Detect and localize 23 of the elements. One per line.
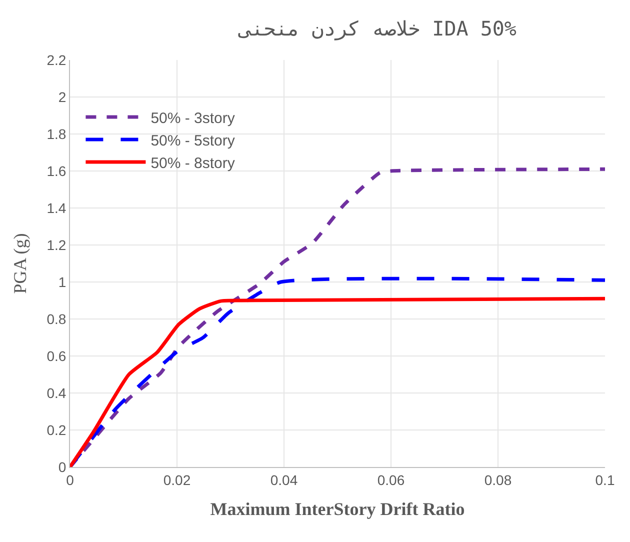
y-tick-label: 0.6 — [46, 348, 66, 364]
y-tick-label: 1.4 — [46, 200, 66, 216]
chart-title: خلاصه کردن منحنی IDA 50% — [238, 16, 516, 41]
x-tick-label: 0.08 — [484, 472, 512, 488]
legend-label: 50% - 8story — [150, 154, 236, 172]
y-tick-label: 0.2 — [46, 422, 66, 438]
x-tick-label: 0.1 — [595, 472, 615, 488]
y-tick-label: 1.6 — [46, 162, 66, 179]
y-tick-label: 1 — [58, 274, 66, 290]
y-tick-label: 0.8 — [46, 310, 66, 327]
y-tick-label: 1.8 — [46, 126, 66, 142]
y-tick-label: 1.2 — [46, 236, 66, 253]
y-tick-label: 0 — [58, 458, 66, 475]
y-tick-label: 2.2 — [46, 52, 66, 68]
y-tick-label: 2 — [58, 88, 66, 105]
y-axis-title: PGA (g) — [10, 233, 30, 294]
y-tick-label: 0.4 — [46, 384, 66, 401]
x-tick-label: 0.06 — [377, 472, 405, 488]
x-tick-label: 0.04 — [270, 472, 298, 488]
x-axis-title: Maximum InterStory Drift Ratio — [210, 498, 465, 519]
legend-label: 50% - 3story — [150, 110, 236, 127]
legend-label: 50% - 5story — [150, 132, 236, 150]
x-tick-label: 0.02 — [163, 472, 191, 488]
